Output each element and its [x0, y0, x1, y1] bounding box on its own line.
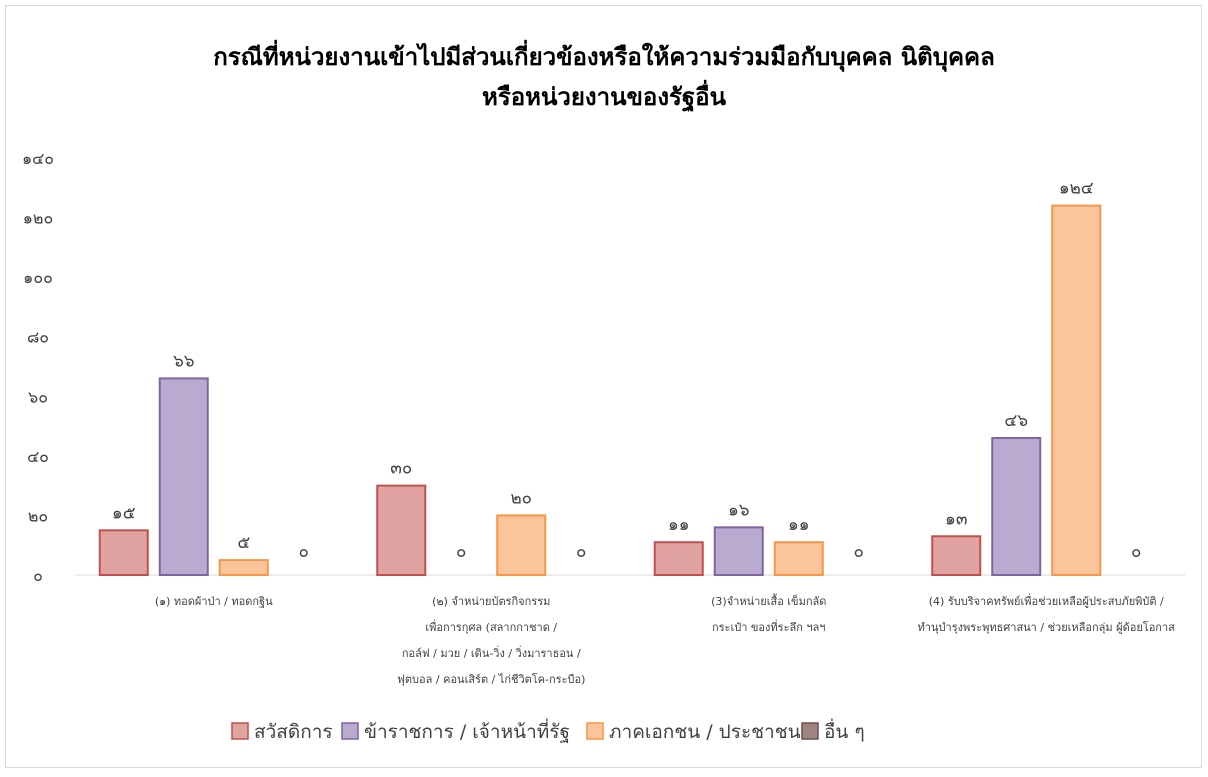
- y-tick-label: ๑๒๐: [23, 209, 53, 228]
- y-tick-label: ๘๐: [27, 328, 49, 347]
- data-label: ๕: [237, 533, 250, 553]
- data-label: ๑๕: [112, 503, 136, 523]
- legend-swatch: [231, 722, 249, 740]
- data-label: ๓๐: [390, 459, 412, 479]
- bar: [218, 559, 269, 576]
- y-tick-label: ๖๐: [28, 387, 48, 406]
- chart-title: หรือหน่วยงานของรัฐอื่น: [482, 79, 727, 113]
- data-label: ๑๒๔: [1059, 179, 1094, 199]
- y-tick-label: ๒๐: [28, 506, 48, 525]
- x-tick-label: (4) รับบริจาคทรัพย์เพื่อช่วยเหลือผู้ประส…: [929, 593, 1164, 608]
- data-label: ๐: [854, 542, 864, 562]
- legend-label: ภาคเอกชน / ประชาชน: [609, 721, 801, 743]
- bar: [931, 535, 982, 576]
- x-tick-label: ทำนุบำรุงพระพุทธศาสนา / ช่วยเหลือกลุ่ม ผ…: [918, 620, 1176, 634]
- data-label: ๐: [1131, 542, 1141, 562]
- data-label: ๑๑: [668, 515, 690, 535]
- bar: [1051, 204, 1102, 577]
- bar: [158, 377, 209, 576]
- data-label: ๑๓: [945, 509, 967, 529]
- data-label: ๔๖: [1004, 411, 1028, 431]
- data-label: ๐: [299, 542, 309, 562]
- bar: [773, 541, 824, 577]
- bar: [653, 541, 704, 577]
- x-tick-label: (3)จำหน่ายเสื้อ เข็มกลัด: [711, 593, 826, 608]
- bar: [713, 526, 764, 576]
- x-tick-label: (๑) ทอดผ้าป่า / ทอดกฐิน: [155, 595, 273, 608]
- x-tick-label: กอล์ฟ / มวย / เดิน-วิ่ง / วิ่งมาราธอน /: [402, 645, 581, 660]
- y-tick-label: ๐: [33, 566, 43, 585]
- legend-label: อื่น ๆ: [824, 718, 865, 743]
- y-tick-label: ๑๔๐: [22, 149, 54, 168]
- data-label: ๑๑: [788, 515, 810, 535]
- legend-swatch: [586, 722, 604, 740]
- data-label: ๖๖: [173, 351, 195, 371]
- y-tick-label: ๔๐: [27, 447, 49, 466]
- data-label: ๐: [456, 542, 466, 562]
- data-label: ๒๐: [510, 488, 532, 508]
- data-label: ๑๖: [728, 500, 750, 520]
- bar: [496, 514, 547, 577]
- legend-label: ข้าราชการ / เจ้าหน้าที่รัฐ: [364, 718, 570, 743]
- x-tick-label: กระเป๋า ของที่ระลึก ฯลฯ: [712, 619, 825, 634]
- legend-label: สวัสดิการ: [254, 721, 333, 743]
- x-tick-label: ฟุตบอล / คอนเสิร์ต / ไก่ชีวิตโค-กระบือ): [397, 672, 585, 686]
- bar: [98, 529, 149, 576]
- x-tick-label: (๒) จำหน่ายบัตรกิจกรรม: [432, 595, 550, 608]
- x-tick-label: เพื่อการกุศล (สลากกาชาด /: [425, 619, 557, 634]
- legend-swatch: [801, 722, 819, 740]
- chart-title: กรณีที่หน่วยงานเข้าไปมีส่วนเกี่ยวข้องหรื…: [213, 39, 995, 73]
- y-tick-label: ๑๐๐: [23, 268, 53, 287]
- bar: [376, 484, 427, 576]
- bar: [991, 436, 1042, 576]
- data-label: ๐: [576, 542, 586, 562]
- legend-swatch: [341, 722, 359, 740]
